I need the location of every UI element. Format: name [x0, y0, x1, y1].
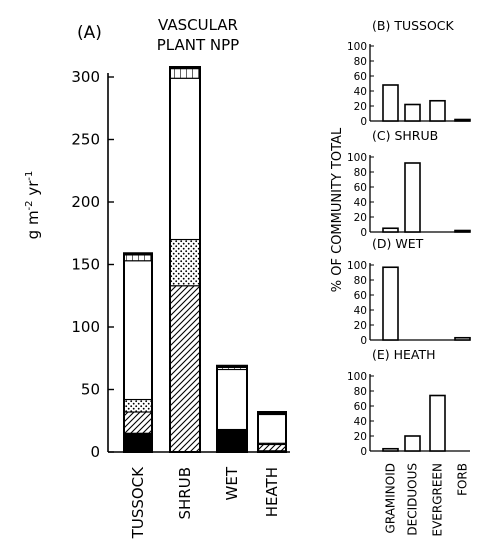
category-label-deciduous: DECIDUOUS: [406, 463, 420, 536]
panel-label: (E): [372, 347, 394, 362]
y-tick-label: 80: [354, 167, 367, 179]
panel-name: HEATH: [394, 347, 436, 362]
panel-a-bar-segment-open-wet: [216, 368, 248, 431]
panel-name: SHRUB: [394, 128, 438, 143]
panel-a-y-tick-label: 300: [71, 68, 100, 86]
bar-evergreen: [429, 394, 446, 452]
panel-a-y-tick-label: 50: [81, 381, 100, 399]
bar-graminoid: [382, 84, 399, 122]
panel-a-category-label-wet: WET: [223, 466, 241, 500]
bar-deciduous: [404, 103, 421, 122]
y-tick-label: 20: [354, 101, 367, 113]
y-tick-label: 20: [354, 212, 367, 224]
y-tick-label: 0: [360, 116, 367, 128]
y-tick-label: 40: [354, 197, 367, 209]
panel-a-y-tick-label: 250: [71, 131, 100, 149]
small-panels-category-labels: GRAMINOID DECIDUOUS EVERGREEN FORB: [384, 463, 470, 537]
panel-label: (D): [372, 236, 395, 251]
panel-title: (E) HEATH: [372, 347, 436, 362]
y-tick-label: 0: [360, 227, 367, 239]
y-tick-label: 100: [347, 371, 367, 383]
y-tick-label: 60: [354, 401, 367, 413]
y-tick-label: 0: [360, 335, 367, 347]
panel-a-bar-segment-dotted-tussock: [123, 398, 153, 413]
y-tick-label: 60: [354, 290, 367, 302]
bar-forb: [454, 336, 471, 341]
bar-graminoid: [382, 447, 399, 452]
panel-a-bars: [123, 66, 287, 453]
y-tick-label: 100: [347, 41, 367, 53]
y-tick-label: 60: [354, 71, 367, 83]
y-tick-label: 40: [354, 305, 367, 317]
panel-a-bar-segment-open-shrub: [169, 77, 201, 241]
panel-e-heath-chart: (E) HEATH 0 20 40 60 80 100: [347, 347, 470, 458]
y-tick-label: 0: [360, 446, 367, 458]
panel-d-wet-chart: (D) WET 0 20 40 60 80 100: [347, 236, 471, 347]
category-label-graminoid: GRAMINOID: [384, 463, 398, 533]
panel-a-bar-segment-solid-tussock: [123, 432, 153, 453]
panel-a-bar-segment-hatched-tussock: [123, 411, 153, 434]
category-label-forb: FORB: [456, 463, 470, 496]
panel-a-label: (A): [77, 23, 102, 43]
panel-a-bar-segment-hatched-shrub: [169, 285, 201, 453]
small-panels-y-axis-label: % OF COMMUNITY TOTAL: [330, 127, 345, 292]
panel-c-shrub-chart: (C) SHRUB 0 20 40 60 80 100: [347, 128, 471, 239]
panel-title: (D) WET: [372, 236, 424, 251]
panel-a-stacked-npp-chart: (A) VASCULAR PLANT NPP g m-2 yr-1 0 50 100…: [24, 16, 290, 539]
panel-title: (B) TUSSOCK: [372, 18, 455, 33]
y-tick-label: 100: [347, 260, 367, 272]
panel-label: (B): [372, 18, 394, 33]
bar-deciduous: [404, 435, 421, 452]
panel-b-tussock-chart: (B) TUSSOCK 0 20 40 60 80 100: [347, 18, 471, 128]
y-tick-label: 20: [354, 320, 367, 332]
panel-a-y-tick-label: 200: [71, 193, 100, 211]
y-tick-label: 80: [354, 275, 367, 287]
panel-name: WET: [395, 236, 423, 251]
panel-a-bar-segment-open-heath: [257, 413, 287, 444]
bar-forb: [454, 229, 471, 233]
panel-label: (C): [372, 128, 394, 143]
bar-graminoid: [382, 266, 399, 341]
svg-text:g m-2 yr-1: g m-2 yr-1: [24, 171, 42, 240]
y-tick-label: 20: [354, 431, 367, 443]
y-tick-label: 40: [354, 416, 367, 428]
panel-a-title-line-1: VASCULAR: [158, 16, 238, 34]
category-label-evergreen: EVERGREEN: [431, 463, 445, 537]
y-tick-label: 80: [354, 56, 367, 68]
panel-a-y-tick-label: 0: [90, 443, 100, 461]
bar-evergreen: [429, 99, 446, 122]
panel-a-category-label-shrub: SHRUB: [176, 467, 194, 520]
panel-title: (C) SHRUB: [372, 128, 438, 143]
y-tick-label: 80: [354, 386, 367, 398]
panel-a-y-tick-label: 100: [71, 318, 100, 336]
small-panels-community-percent: (B) TUSSOCK 0 20 40 60 80 100 (C) SHRUB 0 20 40 60 8…: [347, 18, 471, 458]
panel-a-bar-segment-hatched-heath: [257, 443, 287, 452]
bar-forb: [454, 118, 471, 122]
panel-name: TUSSOCK: [393, 18, 454, 33]
ylabel-part-exp-2: -1: [24, 171, 35, 181]
panel-a-bar-segment-solid-wet: [216, 428, 248, 453]
panel-a-category-label-tussock: TUSSOCK: [129, 466, 147, 539]
panel-a-title-line-2: PLANT NPP: [157, 36, 239, 54]
ylabel-part-g-m: g m: [24, 210, 42, 239]
bar-deciduous: [404, 162, 421, 233]
y-tick-label: 60: [354, 182, 367, 194]
panel-a-y-axis-label: g m-2 yr-1: [24, 171, 42, 240]
panel-a-category-labels: TUSSOCK SHRUB WET HEATH: [129, 466, 281, 539]
panel-a-bar-segment-open-tussock: [123, 260, 153, 401]
ylabel-part-yr: yr: [24, 180, 42, 201]
y-tick-label: 40: [354, 86, 367, 98]
panel-a-y-ticks: 0 50 100 150 200 250 300: [71, 68, 114, 461]
ylabel-part-exp-1: -2: [24, 200, 35, 210]
panel-a-bar-segment-dotted-shrub: [169, 238, 201, 287]
panel-a-y-tick-label: 150: [71, 256, 100, 274]
y-tick-label: 100: [347, 152, 367, 164]
bar-graminoid: [382, 227, 399, 233]
panel-a-category-label-heath: HEATH: [263, 467, 281, 517]
